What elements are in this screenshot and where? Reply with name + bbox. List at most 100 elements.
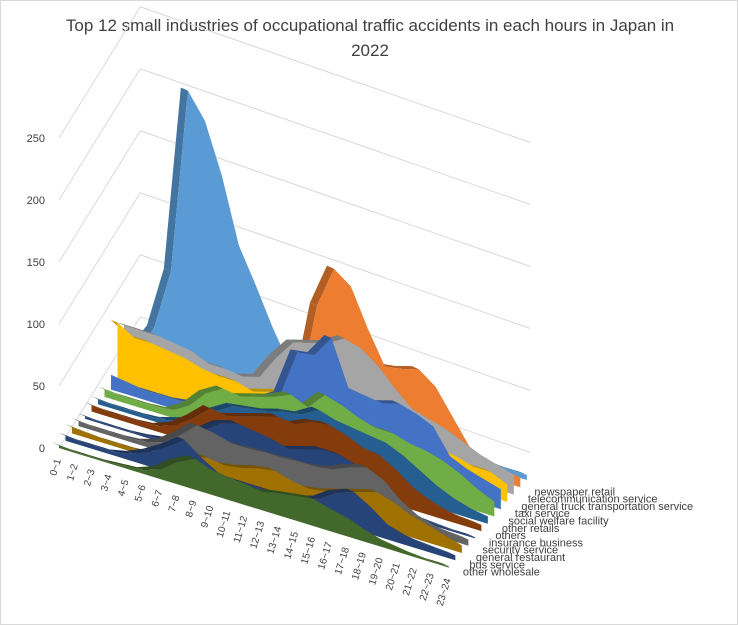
area-top-segment	[502, 466, 527, 476]
area-top-segment	[186, 405, 211, 418]
area-top-segment	[199, 385, 224, 394]
area-top-segment	[272, 490, 297, 496]
area-top-segment	[289, 492, 314, 499]
area-top-segment	[94, 419, 119, 428]
area-top-segment	[165, 402, 190, 411]
x-tick-label: 5~6	[133, 483, 149, 503]
area-top-segment	[257, 449, 282, 458]
area-top-segment	[75, 438, 100, 448]
area-top-segment	[163, 87, 188, 272]
series-label: general restaurant	[476, 552, 565, 564]
x-tick-label: 14~15	[282, 530, 301, 560]
area-top-segment	[148, 403, 173, 411]
area-top-segment	[169, 414, 194, 426]
area-top-segment	[407, 551, 432, 562]
x-tick-label: 13~14	[265, 525, 284, 555]
area-top-segment	[119, 463, 144, 471]
area-top-segment	[102, 459, 127, 467]
area-top-segment	[218, 365, 243, 377]
x-tick-label: 8~9	[184, 499, 200, 519]
x-tick-label: 4~5	[116, 478, 132, 498]
area-top-segment	[375, 400, 400, 404]
area-top-segment	[84, 402, 109, 412]
area-top-segment	[304, 418, 329, 425]
area-top-segment	[345, 424, 370, 436]
area-top-segment	[141, 412, 166, 421]
series-label: others	[495, 530, 526, 542]
area-top-segment	[115, 442, 140, 451]
area-top-segment	[104, 371, 128, 383]
area-top-segment	[424, 557, 449, 567]
area-top-segment	[238, 480, 263, 492]
area-top-segment	[128, 429, 153, 438]
series-label: newspaper retail	[534, 486, 615, 498]
area-top-segment	[65, 424, 89, 434]
x-tick-label: 10~11	[215, 509, 234, 539]
area-top-segment	[433, 522, 458, 532]
series-label: security service	[482, 545, 558, 557]
area-top-segment	[127, 334, 152, 344]
area-top-segment	[156, 431, 181, 443]
x-tick-label: 12~13	[249, 520, 268, 550]
area-top-segment	[170, 455, 195, 463]
area-top-segment	[252, 354, 277, 377]
x-tick-label: 19~20	[367, 556, 386, 586]
area-top-segment	[203, 405, 228, 416]
area-top-segment	[144, 339, 169, 351]
series-label: taxi service	[515, 508, 570, 520]
area-top-segment	[68, 448, 93, 458]
area-top-segment	[88, 424, 113, 433]
area-top-segment	[274, 454, 299, 462]
area-top-segment	[287, 418, 312, 425]
area-top-segment	[52, 442, 76, 452]
area-top-segment	[254, 413, 278, 417]
area-top-segment	[281, 445, 306, 450]
area-top-segment	[133, 327, 158, 336]
area-top-segment	[267, 391, 291, 397]
x-tick-label: 3~4	[99, 473, 115, 493]
series-label: insurance business	[489, 537, 584, 549]
area-top-segment	[216, 385, 241, 397]
area-top-segment	[221, 474, 246, 485]
area-top-segment	[160, 436, 185, 448]
area-top-segment	[117, 322, 141, 331]
area-top-segment	[217, 462, 242, 469]
area-top-segment	[255, 488, 280, 494]
area-top-segment	[246, 388, 271, 392]
x-tick-label: 7~8	[167, 494, 183, 514]
area-top-segment	[307, 334, 332, 356]
area-top-segment	[368, 424, 393, 434]
area-top-segment	[182, 390, 207, 406]
area-top-segment	[302, 485, 327, 492]
area-top-segment	[241, 445, 265, 453]
area-top-segment	[109, 449, 134, 455]
x-tick-label: 18~19	[350, 551, 369, 581]
area-top-segment	[124, 407, 149, 417]
x-tick-label: 22~23	[418, 572, 437, 602]
area-top-segment	[233, 393, 258, 397]
area-top-segment	[146, 268, 171, 329]
y-tick-label: 100	[27, 319, 45, 331]
area-top-segment	[92, 444, 117, 453]
series-label: general truck transportation service	[521, 501, 693, 513]
x-tick-label: 6~7	[150, 488, 166, 508]
area-top-segment	[71, 417, 96, 428]
gridline	[58, 130, 531, 267]
area-top-segment	[81, 430, 106, 441]
area-top-segment	[273, 349, 298, 395]
area-top-segment	[251, 465, 276, 471]
area-top-segment	[309, 265, 334, 306]
area-top-segment	[226, 402, 251, 409]
y-tick-label: 50	[33, 381, 45, 393]
area-top-segment	[137, 386, 162, 396]
area-top-segment	[78, 413, 102, 423]
area-top-segment	[358, 392, 383, 404]
area-top-segment	[153, 458, 178, 470]
area-top-segment	[260, 408, 285, 412]
area-top-segment	[277, 408, 302, 415]
area-top-segment	[111, 424, 136, 434]
x-tick-label: 23~24	[435, 577, 454, 607]
area-top-segment	[308, 463, 333, 470]
area-top-segment	[228, 477, 252, 486]
series-label: social welfare facility	[508, 516, 609, 528]
